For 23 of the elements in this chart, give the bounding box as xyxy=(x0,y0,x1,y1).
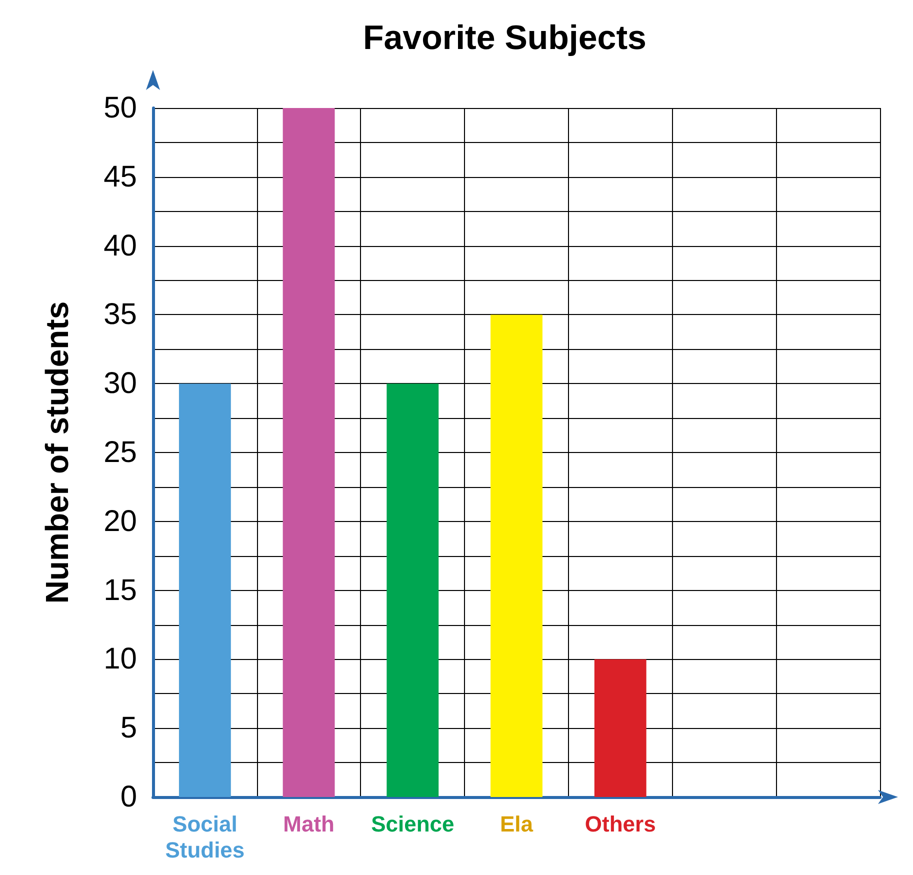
x-tick-label: Math xyxy=(283,812,334,836)
x-tick-label: Others xyxy=(584,812,656,836)
x-tick-label: Ela xyxy=(500,812,534,836)
x-tick-label: Social Studies xyxy=(165,812,245,862)
y-axis-title: Number of students xyxy=(39,301,75,604)
x-tick-label: Science xyxy=(371,812,454,836)
y-tick-label: 10 xyxy=(104,642,137,676)
bar xyxy=(282,108,335,797)
y-tick-label: 20 xyxy=(104,504,137,538)
y-tick-label: 30 xyxy=(104,367,137,400)
bar xyxy=(386,384,439,797)
bar xyxy=(490,314,542,797)
y-tick-label: 0 xyxy=(120,780,137,814)
y-tick-label: 45 xyxy=(104,160,137,194)
bar xyxy=(594,659,646,797)
y-tick-label: 40 xyxy=(104,229,137,262)
y-tick-label: 50 xyxy=(104,92,137,124)
y-tick-label: 25 xyxy=(104,436,137,469)
y-tick-label: 15 xyxy=(104,574,137,607)
bar xyxy=(178,384,231,797)
y-tick-label: 5 xyxy=(120,712,137,745)
chart-title: Favorite Subjects xyxy=(363,19,646,57)
y-tick-label: 35 xyxy=(104,298,137,332)
